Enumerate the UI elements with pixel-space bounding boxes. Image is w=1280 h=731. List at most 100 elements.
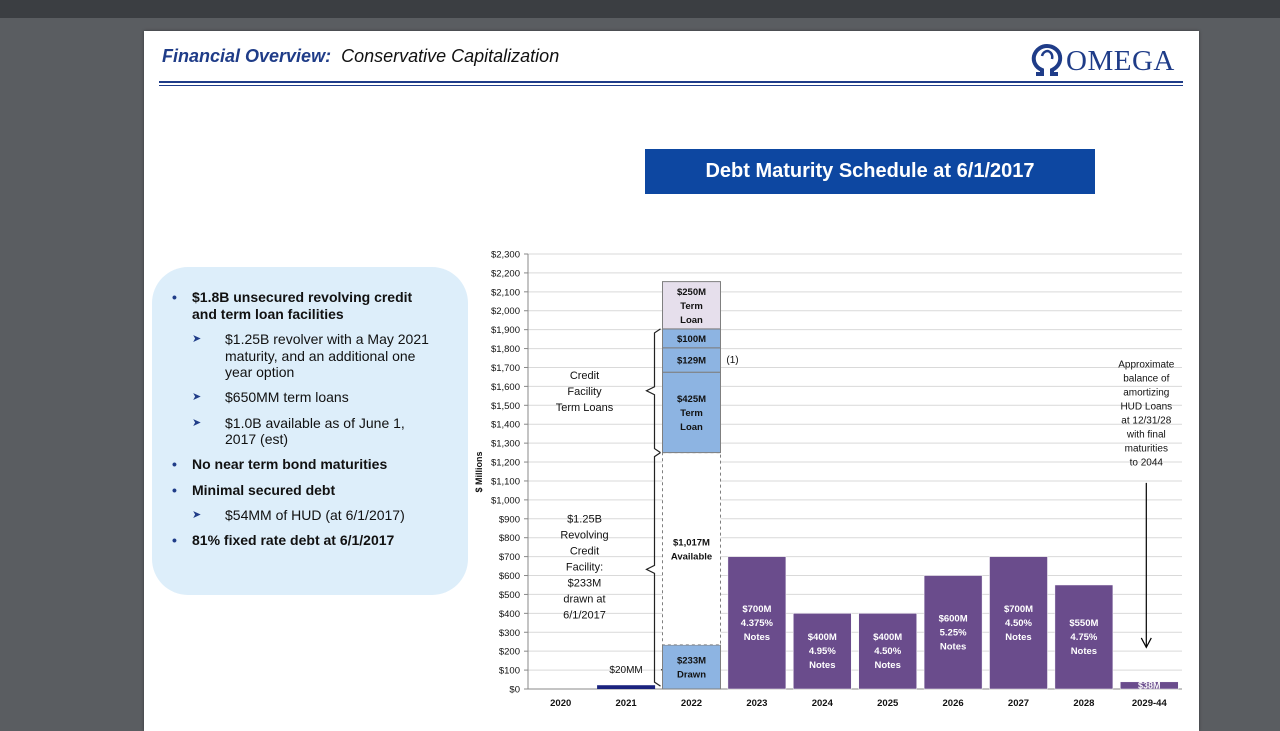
x-tick-label: 2023 xyxy=(746,698,767,709)
bullet-3: Minimal secured debt xyxy=(192,482,336,498)
notes-bar xyxy=(793,613,852,690)
bar-label: 4.50% xyxy=(1005,618,1032,629)
y-tick-label: $500 xyxy=(499,590,520,601)
bar-label: $700M xyxy=(1004,604,1033,615)
notes-bar xyxy=(989,556,1048,690)
bracket-term-loans xyxy=(645,328,661,454)
credit-facility-annotation: Credit xyxy=(570,370,599,382)
stack-label: Available xyxy=(671,551,712,562)
arrow-bullet-icon: ➤ xyxy=(192,509,202,521)
bullet-dot: • xyxy=(172,456,177,472)
bullet-dot: • xyxy=(172,482,177,498)
bar-label: Notes xyxy=(744,632,770,643)
y-tick-label: $2,300 xyxy=(491,250,520,261)
bullet-2: No near term bond maturities xyxy=(192,456,388,472)
y-tick-label: $2,200 xyxy=(491,268,520,279)
stack-segment-drawn xyxy=(662,644,721,690)
revolver-annotation: drawn at xyxy=(563,594,605,606)
bar-2021-label: $20MM xyxy=(609,665,642,676)
title-rule xyxy=(159,81,1183,83)
y-tick-label: $100 xyxy=(499,666,520,677)
stack-segment-tl425 xyxy=(662,371,721,454)
x-tick-label: 2020 xyxy=(550,698,571,709)
viewer-top-bar xyxy=(0,0,1280,18)
y-tick-label: $2,100 xyxy=(491,287,520,298)
stack-segment-tl250 xyxy=(662,281,721,330)
y-tick-label: $800 xyxy=(499,533,520,544)
bullet-1-line-1: $1.8B unsecured revolving credit xyxy=(192,289,413,305)
y-tick-label: $400 xyxy=(499,609,520,620)
stack-label: Drawn xyxy=(677,669,706,680)
revolver-annotation: $233M xyxy=(568,578,602,590)
footnote-marker: (1) xyxy=(726,355,738,366)
omega-logo: OMEGA xyxy=(1030,43,1182,78)
sub-1-line-3: year option xyxy=(225,364,295,380)
y-tick-label: $1,100 xyxy=(491,476,520,487)
x-tick-label: 2022 xyxy=(681,698,702,709)
hud-annotation: Approximate xyxy=(1118,359,1175,370)
y-tick-label: $1,500 xyxy=(491,401,520,412)
arrow-bullet-icon: ➤ xyxy=(192,417,202,429)
bracket-revolver xyxy=(645,452,661,687)
y-tick-label: $1,600 xyxy=(491,382,520,393)
arrow-bullet-icon: ➤ xyxy=(192,333,202,345)
revolver-annotation: $1.25B xyxy=(567,514,602,526)
revolver-annotation: 6/1/2017 xyxy=(563,610,606,622)
omega-logo-icon xyxy=(1031,43,1063,76)
revolver-annotation: Credit xyxy=(570,546,599,558)
notes-bar xyxy=(858,613,917,690)
slide: Financial Overview: Conservative Capital… xyxy=(144,31,1199,731)
arrow-bullet-icon: ➤ xyxy=(192,391,202,403)
stack-label: $233M xyxy=(677,655,706,666)
y-tick-label: $1,700 xyxy=(491,363,520,374)
y-tick-label: $200 xyxy=(499,647,520,658)
stack-label: Loan xyxy=(680,315,703,326)
stack-label: $425M xyxy=(677,394,706,405)
y-tick-label: $1,300 xyxy=(491,439,520,450)
stack-label: $129M xyxy=(677,356,706,367)
bar-label: Notes xyxy=(874,660,900,671)
bar-label: $550M xyxy=(1069,618,1098,629)
stack-label: $250M xyxy=(677,287,706,298)
stack-label: $100M xyxy=(677,334,706,345)
notes-bar xyxy=(923,575,983,690)
chart-banner: Debt Maturity Schedule at 6/1/2017 xyxy=(645,149,1095,194)
stack-label: Term xyxy=(680,301,703,312)
credit-facility-annotation: Term Loans xyxy=(556,402,614,414)
x-tick-label: 2021 xyxy=(616,698,638,709)
x-tick-label: 2024 xyxy=(812,698,834,709)
y-tick-label: $1,000 xyxy=(491,495,520,506)
summary-panel xyxy=(152,267,468,595)
bar-label: $600M xyxy=(939,613,968,624)
bar-label: Notes xyxy=(940,641,966,652)
hud-annotation: HUD Loans xyxy=(1120,401,1172,412)
bar-label: 5.25% xyxy=(940,627,967,638)
hud-annotation: maturities xyxy=(1125,443,1168,454)
bar-2021 xyxy=(597,685,656,689)
bullet-1-line-2: and term loan facilities xyxy=(192,306,344,322)
logo-text: OMEGA xyxy=(1066,45,1175,77)
title-bold: Financial Overview: xyxy=(162,46,332,66)
y-tick-label: $1,800 xyxy=(491,344,520,355)
bar-label: Notes xyxy=(809,660,835,671)
revolver-annotation: Facility: xyxy=(566,562,603,574)
bar-label: 4.95% xyxy=(809,646,836,657)
notes-bar xyxy=(1120,681,1179,690)
y-tick-label: $700 xyxy=(499,552,520,563)
y-tick-label: $2,000 xyxy=(491,306,520,317)
y-tick-label: $0 xyxy=(509,685,520,696)
debt-maturity-chart: $0 $100 $200 $300 $400 $500 $600 $700 $800 $900 $1… xyxy=(474,250,1182,709)
sub-3-line-1: $1.0B available as of June 1, xyxy=(225,415,405,431)
bar-label: Notes xyxy=(1005,632,1031,643)
y-tick-label: $900 xyxy=(499,514,520,525)
sub-2: $650MM term loans xyxy=(225,389,349,405)
sub-1-line-2: maturity, and an additional one xyxy=(225,348,416,364)
y-tick-label: $1,200 xyxy=(491,458,520,469)
notes-bar xyxy=(727,556,787,690)
y-tick-label: $1,900 xyxy=(491,325,520,336)
hud-annotation: to 2044 xyxy=(1130,457,1164,468)
bar-label: 4.75% xyxy=(1070,632,1097,643)
stack-label: Term xyxy=(680,408,703,419)
bullet-dot: • xyxy=(172,289,177,305)
hud-annotation: at 12/31/28 xyxy=(1121,415,1171,426)
